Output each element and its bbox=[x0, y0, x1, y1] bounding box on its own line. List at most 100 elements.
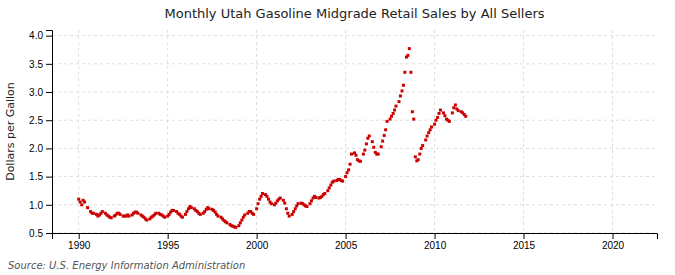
point bbox=[145, 219, 148, 222]
tick-mark bbox=[613, 233, 614, 239]
tick: 2020 bbox=[602, 233, 625, 251]
point bbox=[427, 131, 430, 134]
grid-line bbox=[52, 120, 657, 121]
point bbox=[451, 111, 454, 114]
point bbox=[362, 153, 365, 156]
grid bbox=[52, 30, 657, 233]
tick-mark bbox=[46, 233, 52, 234]
point bbox=[154, 212, 157, 215]
point bbox=[326, 189, 329, 192]
tick-mark bbox=[46, 205, 52, 206]
tick: 2000 bbox=[246, 233, 269, 251]
point bbox=[420, 147, 423, 150]
point bbox=[199, 213, 202, 216]
point bbox=[434, 119, 437, 122]
tick: 2015 bbox=[513, 233, 536, 251]
tick-label: 1990 bbox=[68, 240, 91, 251]
point bbox=[397, 100, 400, 103]
point bbox=[371, 140, 374, 143]
point bbox=[294, 207, 297, 210]
point bbox=[260, 195, 263, 198]
grid-line bbox=[612, 30, 613, 233]
tick-mark bbox=[46, 92, 52, 93]
point bbox=[372, 146, 375, 149]
tick: 1.0 bbox=[29, 200, 52, 211]
point bbox=[234, 226, 237, 229]
point bbox=[403, 71, 406, 74]
point bbox=[424, 138, 427, 141]
point bbox=[225, 221, 228, 224]
tick-mark bbox=[79, 233, 80, 239]
axis-line bbox=[53, 234, 658, 240]
point bbox=[393, 109, 396, 112]
grid-line bbox=[52, 63, 657, 64]
point bbox=[426, 135, 429, 138]
tick-label: 2015 bbox=[513, 240, 536, 251]
point bbox=[347, 168, 350, 171]
tick-label: 2020 bbox=[602, 240, 625, 251]
point bbox=[83, 200, 86, 203]
point bbox=[414, 155, 417, 158]
point bbox=[172, 209, 175, 212]
point bbox=[255, 207, 258, 210]
tick-label: 3.5 bbox=[29, 59, 43, 70]
point bbox=[386, 120, 389, 123]
point bbox=[394, 105, 397, 108]
point bbox=[383, 134, 386, 137]
point bbox=[185, 210, 188, 213]
tick-mark bbox=[257, 233, 258, 239]
tick: 2010 bbox=[424, 233, 447, 251]
plot-area: 19901995200020052010201520200.51.01.52.0… bbox=[29, 30, 657, 251]
grid-line bbox=[345, 30, 346, 233]
point bbox=[346, 171, 349, 174]
point bbox=[309, 202, 312, 205]
point bbox=[190, 206, 193, 209]
grid-line bbox=[52, 204, 657, 205]
point bbox=[328, 186, 331, 189]
point bbox=[136, 212, 139, 215]
tick-mark bbox=[168, 233, 169, 239]
point bbox=[332, 180, 335, 183]
x-axis: 1990 1995 2000 2005 2010 2015 2020 bbox=[53, 233, 658, 251]
annotation: Source: U.S. Energy Information Administ… bbox=[8, 260, 245, 271]
point bbox=[452, 106, 455, 109]
grid-line bbox=[52, 35, 657, 36]
tick-mark bbox=[524, 233, 525, 239]
point bbox=[399, 94, 402, 97]
y-axis: 0.51.01.52.02.53.03.54.0 bbox=[29, 30, 52, 238]
tick: 3.5 bbox=[29, 59, 52, 70]
grid-line bbox=[523, 30, 524, 233]
point bbox=[411, 110, 414, 113]
point bbox=[438, 112, 441, 115]
point bbox=[350, 153, 353, 156]
point bbox=[208, 207, 211, 210]
tick-mark bbox=[46, 64, 52, 65]
point bbox=[283, 202, 286, 205]
point bbox=[380, 145, 383, 148]
point bbox=[286, 212, 289, 215]
point bbox=[377, 153, 380, 156]
tick: 0.5 bbox=[29, 228, 52, 239]
grid-line bbox=[52, 148, 657, 149]
tick-mark bbox=[435, 233, 436, 239]
point bbox=[240, 219, 243, 222]
point bbox=[101, 210, 104, 213]
point bbox=[239, 221, 242, 224]
point bbox=[310, 199, 313, 202]
tick-label: 2005 bbox=[335, 240, 358, 251]
point bbox=[359, 160, 362, 163]
point bbox=[363, 149, 366, 152]
point bbox=[292, 210, 295, 213]
point bbox=[390, 115, 393, 118]
tick-label: 2000 bbox=[246, 240, 269, 251]
point bbox=[429, 128, 432, 131]
point bbox=[409, 71, 412, 74]
tick: 2005 bbox=[335, 233, 358, 251]
tick-label: 1995 bbox=[157, 240, 180, 251]
point bbox=[421, 144, 424, 147]
tick-label: 3.0 bbox=[29, 87, 43, 98]
grid-line bbox=[52, 176, 657, 177]
point bbox=[349, 163, 352, 166]
point bbox=[86, 206, 89, 209]
point bbox=[261, 192, 264, 195]
